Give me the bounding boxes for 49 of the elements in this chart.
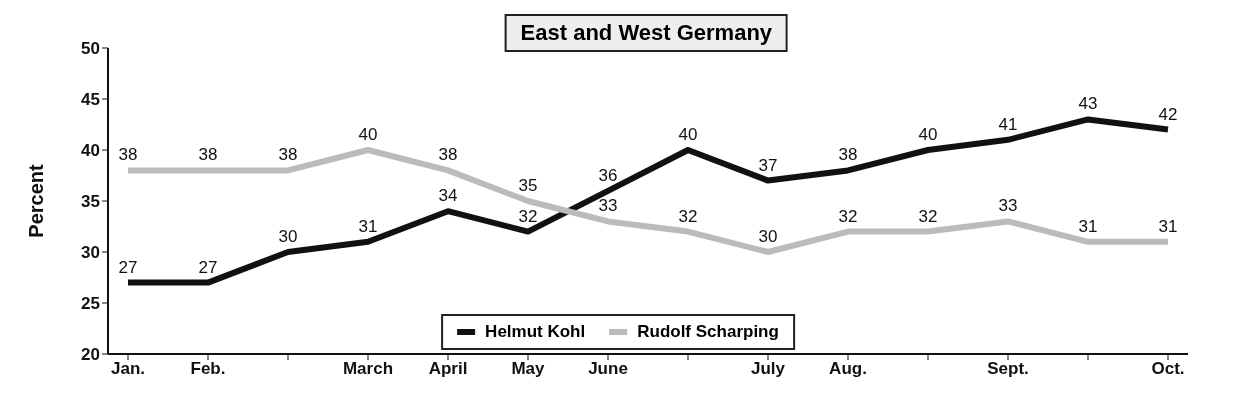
y-tick-label: 50 [81,39,100,59]
data-label: 38 [278,145,298,165]
y-tick-label: 30 [81,243,100,263]
x-tick-label: April [428,359,468,379]
data-label: 38 [198,145,218,165]
data-label: 31 [358,216,378,236]
data-label: 38 [118,145,138,165]
data-label: 32 [678,206,698,226]
x-tick-label: Feb. [190,359,226,379]
data-label: 31 [1158,216,1178,236]
y-tick-label: 20 [81,345,100,365]
y-tick-label: 25 [81,294,100,314]
legend-label: Rudolf Scharping [637,322,779,342]
y-tick-label: 45 [81,90,100,110]
data-label: 40 [678,125,698,144]
chart-title: East and West Germany [504,14,789,52]
legend-label: Helmut Kohl [485,322,586,342]
data-label: 32 [838,206,858,226]
y-tick-label: 40 [81,141,100,161]
y-tick-label: 35 [81,192,100,212]
data-label: 33 [998,196,1018,216]
data-label: 32 [918,206,938,226]
data-label: 40 [918,125,938,144]
data-label: 27 [118,257,138,277]
data-label: 40 [358,125,378,144]
x-tick-label: March [342,359,394,379]
data-label: 33 [598,196,618,216]
data-label: 37 [758,155,778,175]
data-label: 36 [598,165,618,185]
data-label: 34 [438,186,458,206]
data-label: 32 [518,206,538,226]
x-tick-label: Oct. [1151,359,1185,379]
x-tick-label: Sept. [987,359,1029,379]
data-label: 38 [838,145,858,165]
x-tick-label: May [511,359,546,379]
data-label: 42 [1158,104,1178,124]
x-tick-label: June [588,359,628,379]
data-label: 30 [278,227,298,246]
data-label: 31 [1078,216,1098,236]
x-tick-label: July [750,359,786,379]
y-axis-title: Percent [25,163,48,238]
data-label: 30 [758,227,778,246]
x-tick-label: Aug. [829,359,867,379]
data-label: 43 [1078,94,1098,114]
data-label: 35 [518,176,538,195]
data-label: 41 [998,114,1018,134]
data-label: 27 [198,257,218,277]
x-tick-label: Jan. [110,359,146,379]
data-label: 38 [438,145,458,165]
